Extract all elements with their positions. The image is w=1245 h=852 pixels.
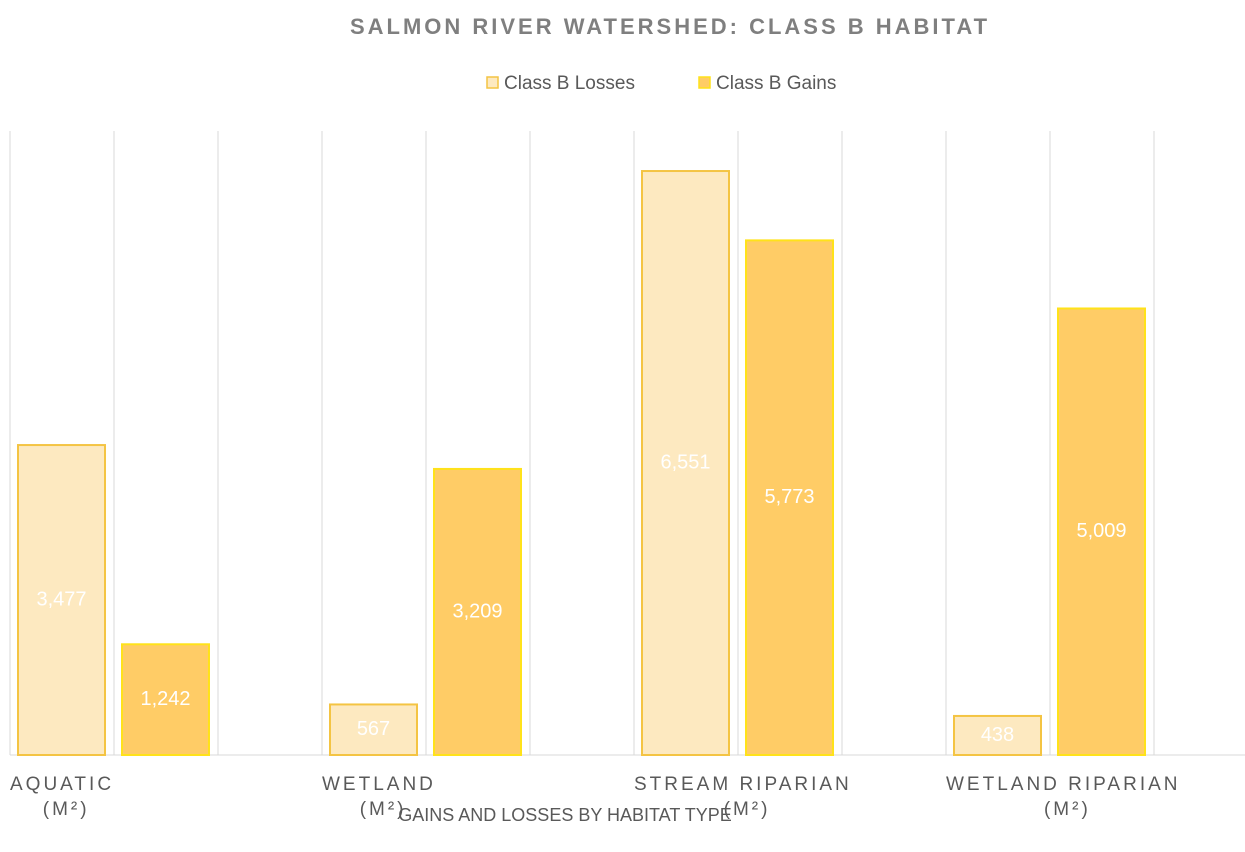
bar (1057, 307, 1146, 756)
data-label: 1,242 (140, 688, 190, 710)
legend-label: Class B Losses (504, 73, 635, 94)
x-tick-label: STREAM RIPARIAN (M²) (634, 774, 860, 820)
legend-swatch (698, 76, 711, 89)
bar (641, 170, 730, 756)
data-label: 3,477 (36, 588, 86, 610)
legend-label: Class B Gains (716, 73, 836, 94)
x-tick-label: WETLAND RIPARIAN (M²) (946, 774, 1189, 820)
data-label: 3,209 (452, 600, 502, 622)
chart-title: SALMON RIVER WATERSHED: CLASS B HABITAT (350, 14, 990, 39)
data-label: 5,009 (1076, 520, 1126, 542)
data-label: 438 (981, 724, 1014, 746)
x-axis-title: GAINS AND LOSSES BY HABITAT TYPE (398, 805, 731, 825)
bar (121, 643, 210, 756)
bar (433, 467, 522, 756)
x-tick-label: WETLAND (M²) (322, 774, 444, 820)
data-label: 5,773 (764, 486, 814, 508)
bar (17, 444, 106, 756)
legend-swatch (486, 76, 499, 89)
x-tick-label: AQUATIC (M²) (10, 774, 122, 820)
data-label: 6,551 (660, 451, 710, 473)
bar (329, 703, 418, 756)
bar (953, 714, 1042, 757)
bar (745, 239, 834, 756)
data-label: 567 (357, 718, 390, 740)
